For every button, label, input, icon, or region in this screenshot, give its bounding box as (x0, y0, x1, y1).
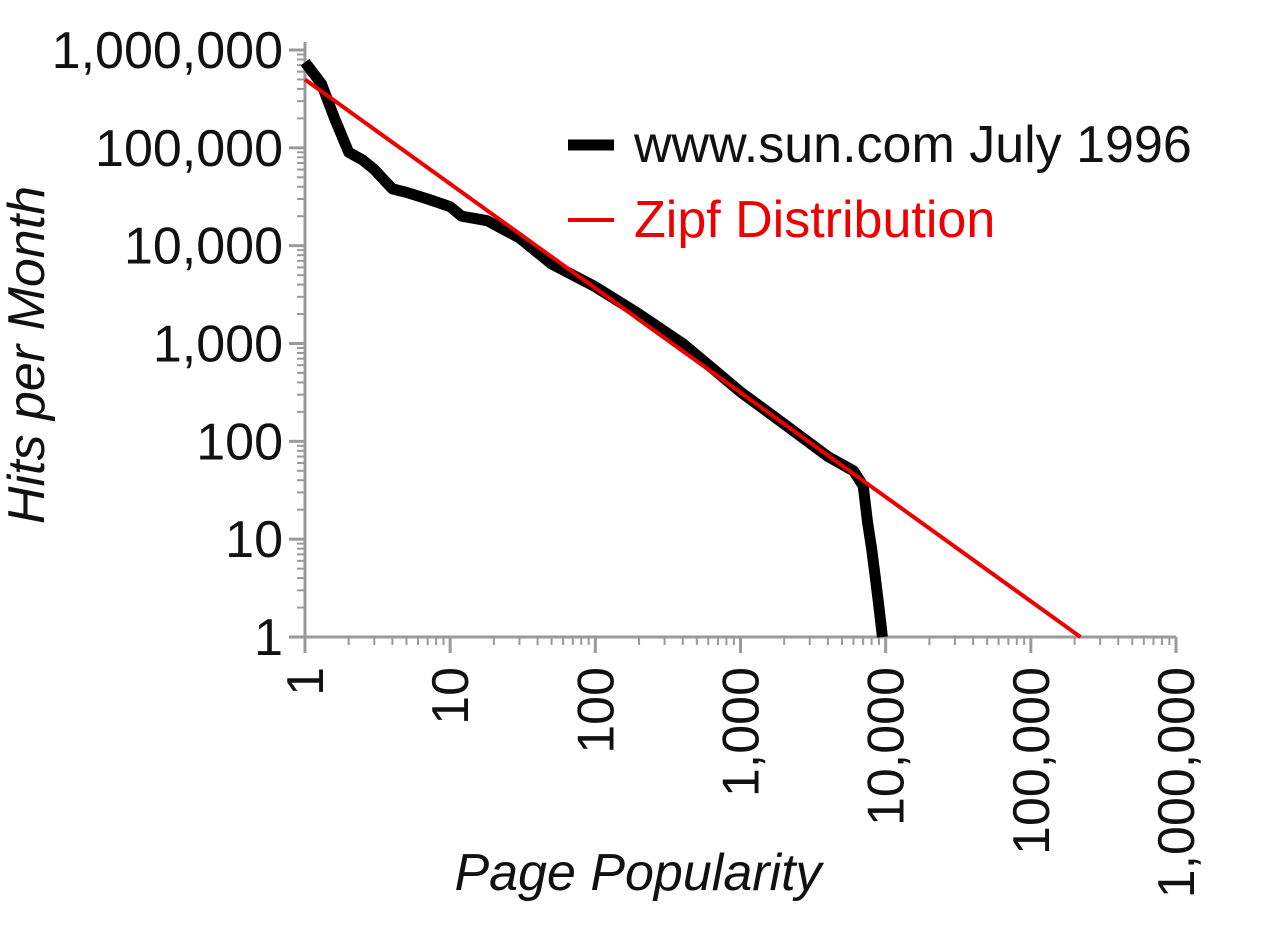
x-tick-label: 1 (277, 667, 335, 696)
y-tick-label: 1 (254, 609, 283, 667)
legend: www.sun.com July 1996 Zipf Distribution (568, 116, 1192, 249)
y-tick-label: 10,000 (124, 218, 283, 276)
x-tick-label: 1,000,000 (1148, 667, 1206, 898)
x-tick-label: 10,000 (858, 667, 916, 826)
legend-label-sun: www.sun.com July 1996 (633, 116, 1192, 174)
y-axis-title: Hits per Month (0, 186, 56, 524)
y-axis: 1 10 100 1,000 10,000 100,000 1,000,000 (52, 22, 307, 667)
y-tick-label: 100 (196, 413, 283, 471)
y-tick-label: 100,000 (95, 120, 283, 178)
y-tick-label: 1,000 (153, 316, 283, 374)
series-line-zipf (303, 77, 1082, 639)
series-line-sun (300, 58, 888, 638)
legend-label-zipf: Zipf Distribution (634, 191, 995, 249)
x-axis-title: Page Popularity (454, 844, 824, 902)
x-tick-label: 1,000 (713, 667, 771, 797)
x-tick-label: 100,000 (1003, 667, 1061, 855)
x-tick-label: 10 (422, 667, 480, 725)
x-axis: 1 10 100 1,000 10,000 100,000 1,000,000 (277, 635, 1206, 898)
x-tick-label: 100 (567, 667, 625, 754)
y-tick-label: 1,000,000 (52, 22, 283, 80)
series-layer (300, 58, 1082, 639)
y-tick-label: 10 (225, 511, 283, 569)
